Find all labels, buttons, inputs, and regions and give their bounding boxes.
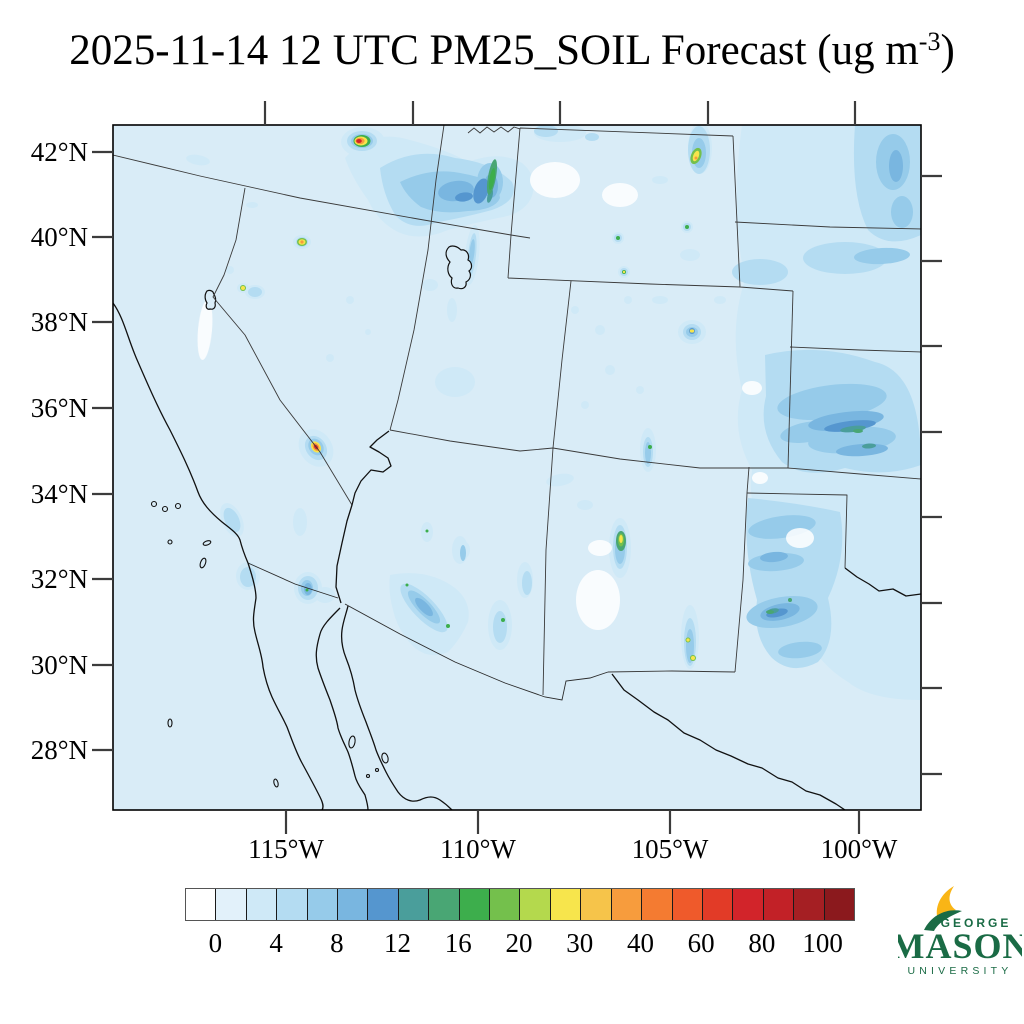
- california-coast: [113, 302, 249, 564]
- colorbar-tick-label: 60: [687, 928, 715, 958]
- lon-label: 115°W: [248, 834, 324, 864]
- colorbar-tick-label: 80: [748, 928, 776, 958]
- colorbar-tick-label: 8: [330, 928, 344, 958]
- colorbar-segment-0: [186, 889, 216, 920]
- colorbar-segment-9: [458, 889, 490, 920]
- pm-field-clean-white-patches: [197, 162, 814, 630]
- colorbar-tick-label: 40: [626, 928, 654, 958]
- lakes: [204, 245, 473, 310]
- colorbar-tick-label: 12: [384, 928, 412, 958]
- colorbar-segment-8: [428, 889, 459, 920]
- colorbar-tick-label: 100: [802, 928, 843, 958]
- pm-field-level-16-20: [455, 178, 876, 618]
- colorbar-tick-label: 4: [269, 928, 283, 958]
- sonora-coast: [340, 605, 453, 810]
- baja-pacific-coast: [247, 562, 324, 810]
- great-salt-lake: [445, 245, 473, 290]
- colorbar-segment-15: [641, 889, 672, 920]
- colorbar-segment-19: [762, 889, 794, 920]
- baja-gulf-coast: [315, 607, 369, 810]
- colorbar-tick-label: 16: [444, 928, 472, 958]
- title-close: ): [940, 27, 955, 74]
- colorbar-segment-13: [580, 889, 611, 920]
- lat-label: 34°N: [31, 479, 88, 509]
- title-main: 2025-11-14 12 UTC PM25_SOIL Forecast (ug…: [69, 27, 919, 74]
- lat-label: 30°N: [31, 650, 88, 680]
- colorado-river: [335, 430, 392, 604]
- colorbar-segment-1: [215, 889, 246, 920]
- axes: 42°N 40°N 38°N 36°N 34°N 32°N 30°N 28°N 115°W 110…: [31, 101, 942, 864]
- colorbar-segment-12: [549, 889, 581, 920]
- lon-label: 110°W: [440, 834, 516, 864]
- red-river: [844, 567, 921, 597]
- logo-leaf-icon: [924, 910, 962, 931]
- islands: [150, 500, 389, 788]
- rivers: [335, 430, 921, 810]
- colorbar-segment-14: [610, 889, 642, 920]
- colorbar-segment-16: [671, 889, 702, 920]
- lat-label: 32°N: [31, 564, 88, 594]
- lat-label: 28°N: [31, 735, 88, 765]
- colorbar-tick-label: 30: [566, 928, 594, 958]
- colorbar-segment-17: [701, 889, 733, 920]
- gmu-logo: GEORGE MASON UNIVERSITY: [898, 886, 1022, 977]
- colorbar-segment-10: [489, 889, 520, 920]
- colorbar-segment-18: [732, 889, 763, 920]
- colorbar-segment-2: [245, 889, 277, 920]
- colorbar-segment-6: [367, 889, 398, 920]
- logo-university: UNIVERSITY: [907, 965, 1012, 977]
- lat-label: 38°N: [31, 307, 88, 337]
- rio-grande-river: [611, 673, 846, 810]
- lat-label: 42°N: [31, 137, 88, 167]
- colorbar: [185, 888, 855, 921]
- colorbar-segment-3: [276, 889, 307, 920]
- colorbar-tick-label: 20: [505, 928, 533, 958]
- colorbar-segment-21: [823, 889, 854, 920]
- mexico-border: [247, 562, 609, 701]
- map-frame: [112, 124, 922, 811]
- lake-tahoe: [204, 289, 217, 310]
- colorbar-segment-11: [519, 889, 550, 920]
- coastlines: [113, 302, 453, 810]
- lon-label: 100°W: [821, 834, 898, 864]
- lat-label: 40°N: [31, 222, 88, 252]
- logo-flame-icon: [936, 886, 956, 920]
- logo-mason: MASON: [898, 926, 1022, 966]
- lat-label: 36°N: [31, 393, 88, 423]
- title-superscript: -3: [918, 27, 941, 56]
- lon-label: 105°W: [632, 834, 709, 864]
- colorbar-segment-20: [793, 889, 824, 920]
- logo-george: GEORGE: [941, 916, 1012, 930]
- figure-title: 2025-11-14 12 UTC PM25_SOIL Forecast (ug…: [0, 26, 1024, 75]
- colorbar-segment-7: [397, 889, 429, 920]
- colorbar-tick-label: 0: [208, 928, 223, 958]
- colorbar-segment-4: [306, 889, 338, 920]
- state-borders: [113, 125, 921, 696]
- colorbar-segment-5: [337, 889, 368, 920]
